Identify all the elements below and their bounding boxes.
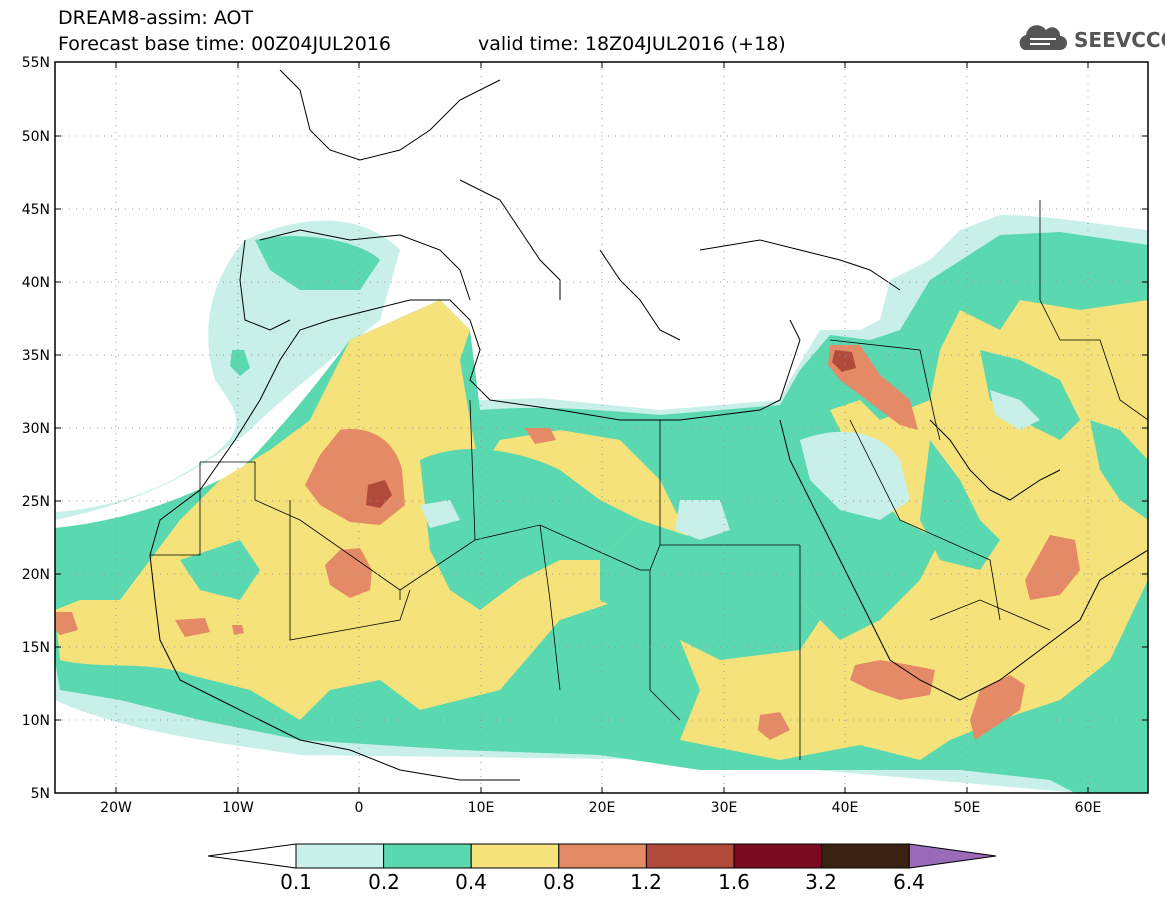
lat-label: 35N bbox=[22, 348, 50, 364]
lat-label: 10N bbox=[22, 713, 50, 729]
coastlines bbox=[149, 69, 1148, 781]
colorbar-label: 1.2 bbox=[630, 870, 662, 894]
lat-label: 15N bbox=[22, 640, 50, 656]
lat-label: 30N bbox=[22, 421, 50, 437]
cloud-logo-icon bbox=[1019, 25, 1067, 50]
lon-label: 40E bbox=[832, 800, 859, 816]
lon-label: 10E bbox=[468, 800, 495, 816]
lat-label: 40N bbox=[22, 275, 50, 291]
lat-labels: 55N 50N 45N 40N 35N 30N 25N 20N 15N 10N … bbox=[22, 55, 50, 802]
graticule bbox=[55, 62, 1148, 793]
lat-label: 45N bbox=[22, 202, 50, 218]
colorbar-segment bbox=[295, 843, 385, 869]
aot-field bbox=[55, 62, 1148, 793]
lat-label: 20N bbox=[22, 567, 50, 583]
country-borders bbox=[150, 200, 1148, 760]
colorbar-label: 0.4 bbox=[455, 870, 487, 894]
lon-label: 0 bbox=[355, 800, 364, 816]
colorbar-label: 3.2 bbox=[805, 870, 837, 894]
colorbar-segment bbox=[733, 843, 823, 869]
lon-label: 10W bbox=[222, 800, 254, 816]
aot-band-0.1-patches bbox=[420, 390, 1040, 540]
colorbar-segment bbox=[821, 843, 910, 869]
lat-label: 55N bbox=[22, 55, 50, 71]
aot-band-0.8 bbox=[55, 345, 1080, 740]
lon-label: 20E bbox=[589, 800, 616, 816]
lon-label: 30E bbox=[711, 800, 738, 816]
logo-text: SEEVCCC bbox=[1074, 28, 1165, 52]
colorbar-arrow-low bbox=[207, 843, 297, 869]
colorbar-segment bbox=[558, 843, 647, 869]
lat-label: 50N bbox=[22, 129, 50, 145]
aot-band-0.2-patches bbox=[180, 350, 1148, 660]
forecast-base-time: Forecast base time: 00Z04JUL2016 bbox=[58, 33, 391, 55]
colorbar-segment bbox=[645, 843, 735, 869]
lon-labels: 20W 10W 0 10E 20E 30E 40E 50E 60E bbox=[100, 800, 1101, 816]
axis-ticks bbox=[55, 61, 1148, 794]
colorbar-label: 0.1 bbox=[280, 870, 312, 894]
colorbar-label: 6.4 bbox=[893, 870, 925, 894]
map-title: DREAM8-assim: AOT bbox=[58, 7, 254, 29]
colorbar-label: 0.2 bbox=[368, 870, 400, 894]
colorbar-segment bbox=[470, 843, 560, 869]
lon-label: 60E bbox=[1075, 800, 1102, 816]
lat-label: 5N bbox=[31, 786, 50, 802]
lon-label: 50E bbox=[954, 800, 981, 816]
colorbar bbox=[207, 843, 997, 869]
valid-time: valid time: 18Z04JUL2016 (+18) bbox=[478, 33, 786, 55]
colorbar-segment bbox=[383, 843, 472, 869]
colorbar-arrow-high bbox=[908, 843, 997, 869]
lon-label: 20W bbox=[100, 800, 132, 816]
colorbar-label: 1.6 bbox=[718, 870, 750, 894]
aot-band-1.2 bbox=[366, 350, 856, 508]
lat-label: 25N bbox=[22, 494, 50, 510]
colorbar-label: 0.8 bbox=[543, 870, 575, 894]
